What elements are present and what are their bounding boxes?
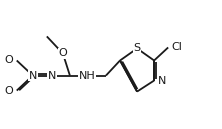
- Text: O: O: [4, 55, 13, 66]
- Text: O: O: [4, 86, 13, 96]
- Text: S: S: [133, 43, 141, 53]
- Text: Cl: Cl: [171, 42, 182, 53]
- Text: O: O: [58, 49, 67, 58]
- Text: N: N: [158, 76, 166, 86]
- Text: NH: NH: [79, 71, 95, 80]
- Text: N: N: [48, 71, 56, 80]
- Text: N: N: [29, 71, 37, 80]
